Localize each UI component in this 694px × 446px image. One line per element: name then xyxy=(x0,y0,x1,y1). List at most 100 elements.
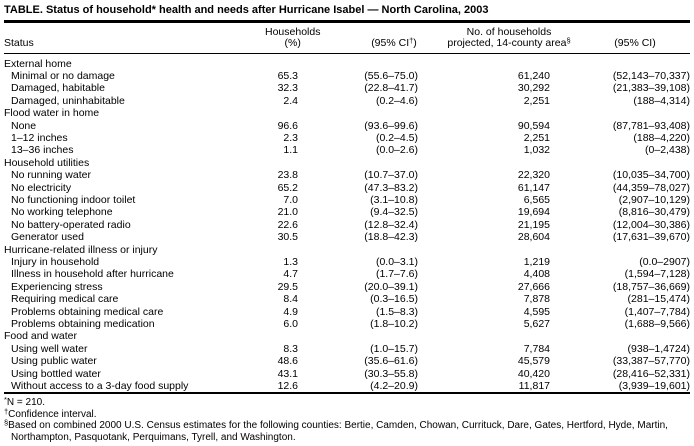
cell-projected: 7,784 xyxy=(523,342,550,355)
row-label: 1–12 inches xyxy=(11,131,68,144)
footnote: §Based on combined 2000 U.S. Census esti… xyxy=(4,419,690,443)
cell-ci-pct: (10.7–37.0) xyxy=(364,169,418,182)
row-label: Problems obtaining medication xyxy=(11,318,155,331)
table-row: No functioning indoor toilet 7.0 (3.1–10.8… xyxy=(4,194,690,206)
row-label: Problems obtaining medical care xyxy=(11,305,164,318)
table-body: External home Minimal or no damage 65.3 (55… xyxy=(4,53,690,393)
cell-pct: 23.8 xyxy=(277,169,298,182)
cell-ci-projected: (0.0–2907) xyxy=(639,256,690,268)
row-label: Experiencing stress xyxy=(11,280,103,293)
cell-projected: 90,594 xyxy=(517,119,550,132)
cell-ci-projected: (10,035–34,700) xyxy=(612,169,690,182)
cell-ci-pct: (3.1–10.8) xyxy=(370,193,418,206)
cell-ci-pct: (30.3–55.8) xyxy=(364,367,418,380)
cell-pct: 2.4 xyxy=(283,94,298,107)
cell-ci-projected: (188–4,220) xyxy=(633,131,690,144)
cell-projected: 1,219 xyxy=(523,256,550,268)
table-row: Problems obtaining medical care 4.9 (1.5–8… xyxy=(4,306,690,318)
footnote-marker: * xyxy=(4,395,7,405)
cell-pct: 1.3 xyxy=(283,256,298,268)
table-row: Using public water 48.6 (35.6–61.6) 45,579 (… xyxy=(4,355,690,367)
table-row: No electricity 65.2 (47.3–83.2) 61,147 (44,3… xyxy=(4,182,690,194)
cell-projected: 11,817 xyxy=(518,380,550,393)
cell-ci-pct: (1.5–8.3) xyxy=(375,305,418,318)
column-header-ci-projected-label: (95% CI) xyxy=(614,37,656,49)
row-label: Injury in household xyxy=(11,256,100,268)
cell-projected: 30,292 xyxy=(517,82,550,95)
cell-ci-projected: (44,359–78,027) xyxy=(612,181,690,194)
table-row: Minimal or no damage 65.3 (55.6–75.0) 61,24… xyxy=(4,70,690,82)
cell-pct: 1.1 xyxy=(283,144,298,157)
column-header-ci-pct: (95% CI†) xyxy=(298,22,418,54)
cell-projected: 2,251 xyxy=(523,94,550,107)
row-label: Without access to a 3-day food supply xyxy=(11,380,189,393)
cell-ci-projected: (12,004–30,386) xyxy=(612,218,690,231)
table-row: Damaged, uninhabitable 2.4 (0.2–4.6) 2,251 (… xyxy=(4,95,690,107)
cell-ci-projected: (1,594–7,128) xyxy=(624,268,690,281)
section-footnote-mark: § xyxy=(566,35,571,45)
table-row: Generator used 30.5 (18.8–42.3) 28,604 (17,6… xyxy=(4,231,690,243)
cell-pct: 30.5 xyxy=(277,231,298,244)
column-header-projected: No. of households projected, 14-county ar… xyxy=(418,22,571,54)
column-header-ci-pct-label: (95% CI†) xyxy=(371,35,417,49)
table-row: No running water 23.8 (10.7–37.0) 22,320 (10… xyxy=(4,169,690,181)
cell-ci-projected: (21,383–39,108) xyxy=(612,82,690,95)
cell-ci-pct: (4.2–20.9) xyxy=(370,380,418,393)
cell-ci-pct: (9.4–32.5) xyxy=(370,206,418,219)
table-row: Illness in household after hurricane 4.7 (… xyxy=(4,268,690,280)
table-row: Using bottled water 43.1 (30.3–55.8) 40,420… xyxy=(4,368,690,380)
cell-projected: 5,627 xyxy=(523,318,550,331)
cell-pct: 65.2 xyxy=(277,181,298,194)
footnote: †Confidence interval. xyxy=(4,408,690,420)
row-label: No running water xyxy=(11,169,91,182)
cell-ci-projected: (1,407–7,784) xyxy=(624,305,690,318)
cell-ci-projected: (281–15,474) xyxy=(627,293,690,306)
cell-ci-pct: (47.3–83.2) xyxy=(364,181,418,194)
row-label: Using bottled water xyxy=(11,367,101,380)
header-row: Status Households (%) (95% CI†) No. of ho… xyxy=(4,22,690,54)
row-label: No functioning indoor toilet xyxy=(11,193,136,206)
row-label: Generator used xyxy=(11,231,84,244)
table-row: None 96.6 (93.6–99.6) 90,594 (87,781–93,408) xyxy=(4,120,690,132)
cell-projected: 19,694 xyxy=(517,206,550,219)
column-header-ci-projected: (95% CI) xyxy=(550,22,690,54)
table-row: 1–12 inches 2.3 (0.2–4.5) 2,251 (188–4,220) xyxy=(4,132,690,144)
table-row: Damaged, habitable 32.3 (22.8–41.7) 30,292 (… xyxy=(4,82,690,94)
row-label: Requiring medical care xyxy=(11,293,119,306)
cell-ci-pct: (35.6–61.6) xyxy=(364,355,418,368)
cell-ci-pct: (0.2–4.5) xyxy=(375,131,418,144)
cell-ci-pct: (0.2–4.6) xyxy=(375,94,418,107)
cell-ci-pct: (0.3–16.5) xyxy=(370,293,418,306)
cell-ci-pct: (0.0–3.1) xyxy=(375,256,418,268)
section-label: Household utilities xyxy=(4,156,90,169)
table-bottom-rule xyxy=(4,392,690,395)
cell-pct: 4.7 xyxy=(283,268,298,281)
section-label: Hurricane-related illness or injury xyxy=(4,243,158,256)
section-label: External home xyxy=(4,57,72,70)
cell-projected: 6,565 xyxy=(523,193,550,206)
cell-projected: 61,240 xyxy=(517,69,550,82)
footnote: *N = 210. xyxy=(4,395,690,408)
cell-ci-projected: (2,907–10,129) xyxy=(618,193,690,206)
cell-projected: 27,666 xyxy=(517,280,550,293)
table-row: Experiencing stress 29.5 (20.0–39.1) 27,666… xyxy=(4,281,690,293)
row-label: 13–36 inches xyxy=(11,144,74,157)
cell-projected: 1,032 xyxy=(523,144,550,157)
footnote-text: Based on combined 2000 U.S. Census estim… xyxy=(8,420,668,443)
cell-ci-projected: (28,416–52,331) xyxy=(612,367,690,380)
section-row: Hurricane-related illness or injury xyxy=(4,244,690,256)
cell-pct: 21.0 xyxy=(277,206,298,219)
section-row: Flood water in home xyxy=(4,107,690,119)
cell-pct: 7.0 xyxy=(283,193,298,206)
cell-pct: 8.4 xyxy=(283,293,298,306)
row-label: None xyxy=(11,119,37,132)
table-row: Problems obtaining medication 6.0 (1.8–10.… xyxy=(4,318,690,330)
cell-ci-projected: (938–1,4724) xyxy=(627,342,690,355)
cell-ci-pct: (1.8–10.2) xyxy=(370,318,418,331)
cell-projected: 4,595 xyxy=(523,305,550,318)
cell-projected: 21,195 xyxy=(517,218,550,231)
cell-ci-projected: (8,816–30,479) xyxy=(618,206,690,219)
cell-ci-projected: (17,631–39,670) xyxy=(612,231,690,244)
cell-ci-pct: (0.0–2.6) xyxy=(375,144,418,157)
